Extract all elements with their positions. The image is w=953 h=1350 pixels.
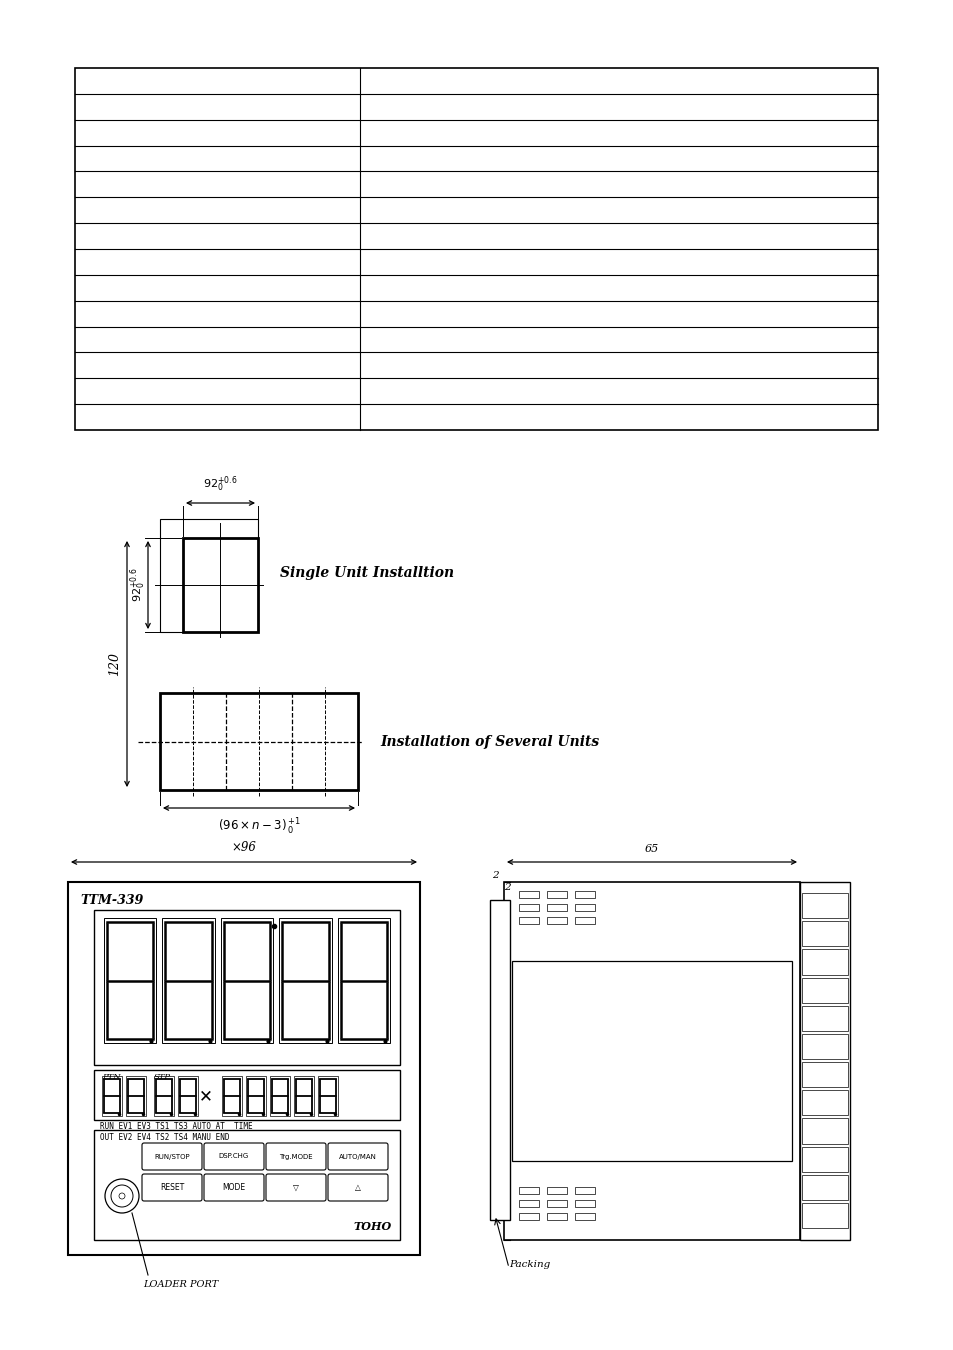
Bar [801,921,847,946]
Bar [126,1076,146,1116]
Text: 65: 65 [644,844,659,855]
Bar [317,1076,337,1116]
Text: $92^{+0.6}_{0}$: $92^{+0.6}_{0}$ [128,568,148,602]
Bar [518,1187,538,1193]
FancyBboxPatch shape [204,1174,264,1202]
Bar [575,917,595,923]
Text: △: △ [355,1183,360,1192]
Bar [220,918,273,1044]
Circle shape [105,1179,139,1214]
FancyBboxPatch shape [142,1174,202,1202]
Bar [801,1174,847,1200]
Bar [801,1062,847,1087]
Bar [337,918,390,1044]
Bar [183,539,257,632]
Bar [575,1200,595,1207]
Text: TOHO: TOHO [354,1220,392,1233]
Bar [575,1214,595,1220]
Bar [801,892,847,918]
Circle shape [111,1185,132,1207]
Bar [68,882,419,1256]
Text: 2: 2 [491,871,497,879]
Text: ×96: ×96 [232,841,256,855]
FancyBboxPatch shape [266,1174,326,1202]
Bar [512,961,791,1161]
Bar [801,1091,847,1115]
Bar [575,891,595,898]
Bar [801,949,847,975]
Text: PTN: PTN [102,1073,120,1081]
Bar [518,1214,538,1220]
Bar [546,891,566,898]
Text: ✕: ✕ [199,1087,213,1106]
Bar [153,1076,173,1116]
Bar [546,904,566,911]
Text: $(96\times n-3)\,{}^{+1}_{0}$: $(96\times n-3)\,{}^{+1}_{0}$ [218,817,301,837]
Bar [94,910,399,1065]
Bar [75,68,877,431]
Text: ▽: ▽ [293,1183,298,1192]
Text: AUTO/MAN: AUTO/MAN [338,1153,376,1160]
FancyBboxPatch shape [328,1174,388,1202]
Bar [102,1076,122,1116]
Text: STP: STP [153,1073,171,1081]
Bar [801,1034,847,1058]
Text: TTM-339: TTM-339 [80,894,143,907]
Text: MODE: MODE [222,1183,245,1192]
Bar [801,1146,847,1172]
Bar [546,917,566,923]
Bar [104,918,156,1044]
Bar [575,904,595,911]
Text: Single Unit Installtion: Single Unit Installtion [280,566,454,580]
Bar [801,1006,847,1031]
Bar [801,977,847,1003]
Circle shape [119,1193,125,1199]
Bar [518,891,538,898]
Text: Packing: Packing [509,1260,550,1269]
Text: RESET: RESET [160,1183,184,1192]
Bar [162,918,214,1044]
Bar [518,1200,538,1207]
Bar [546,1200,566,1207]
Text: LOADER PORT: LOADER PORT [143,1280,218,1289]
Text: $92^{+0.6}_{0}$: $92^{+0.6}_{0}$ [203,474,237,494]
FancyBboxPatch shape [328,1143,388,1170]
FancyBboxPatch shape [204,1143,264,1170]
Text: 2: 2 [503,883,510,892]
Bar [270,1076,290,1116]
Bar [518,904,538,911]
Bar [178,1076,198,1116]
Bar [546,1214,566,1220]
Bar [279,918,332,1044]
Text: 120: 120 [109,652,121,676]
Bar [801,1203,847,1228]
Text: Installation of Several Units: Installation of Several Units [379,734,598,749]
Bar [294,1076,314,1116]
Bar [160,518,257,632]
FancyBboxPatch shape [266,1143,326,1170]
Bar [518,917,538,923]
FancyBboxPatch shape [142,1143,202,1170]
Bar [94,1071,399,1120]
Bar [222,1076,242,1116]
Bar [801,1118,847,1143]
Bar [503,882,800,1241]
Bar [490,900,510,1220]
Bar [94,1130,399,1241]
Text: DSP.CHG: DSP.CHG [218,1153,249,1160]
Text: RUN/STOP: RUN/STOP [154,1153,190,1160]
Bar [160,693,357,790]
Bar [575,1187,595,1193]
Text: Trg.MODE: Trg.MODE [279,1153,313,1160]
Text: OUT EV2 EV4 TS2 TS4 MANU END: OUT EV2 EV4 TS2 TS4 MANU END [100,1133,230,1142]
Bar [546,1187,566,1193]
Text: RUN EV1 EV3 TS1 TS3 AUTO AT  TIME: RUN EV1 EV3 TS1 TS3 AUTO AT TIME [100,1122,253,1131]
Bar [246,1076,266,1116]
Bar [800,882,849,1241]
